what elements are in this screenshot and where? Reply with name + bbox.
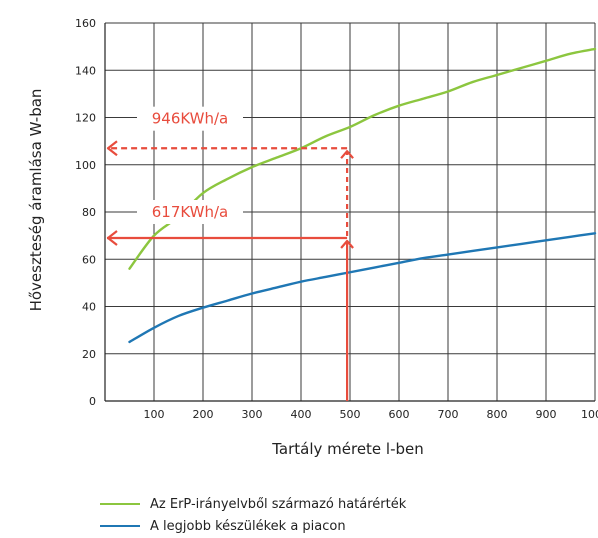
y-tick-label: 0 <box>89 395 96 408</box>
x-tick-label: 300 <box>242 408 263 421</box>
annotation-label-946-bg <box>137 106 243 131</box>
annotation-arrowhead-up <box>340 239 354 249</box>
legend: Az ErP-irányelvből származó határérték A… <box>100 493 406 537</box>
x-tick-label: 800 <box>487 408 508 421</box>
annotation-label-617: 617KWh/a <box>152 203 229 221</box>
y-tick-label: 20 <box>82 348 96 361</box>
x-tick-label: 1000 <box>581 408 598 421</box>
x-tick-label: 400 <box>291 408 312 421</box>
chart-series <box>128 47 597 344</box>
legend-label: A legjobb készülékek a piacon <box>150 518 346 534</box>
series-line-erp-limit <box>128 47 597 270</box>
legend-swatch-blue <box>100 525 140 527</box>
x-tick-label: 700 <box>438 408 459 421</box>
annotation-arrowhead-up <box>340 150 354 159</box>
annotation-label-617-bg <box>137 200 243 224</box>
y-tick-label: 140 <box>75 64 96 77</box>
chart-ticks: 0 20 40 60 80 100 120 140 160 100 200 300 400 500 600 7… <box>75 17 598 421</box>
series-line-best-devices <box>128 232 597 344</box>
x-tick-label: 200 <box>193 408 214 421</box>
y-tick-label: 160 <box>75 17 96 30</box>
y-tick-label: 60 <box>82 253 96 266</box>
y-tick-label: 40 <box>82 301 96 314</box>
annotation-arrowhead-left <box>106 230 118 246</box>
legend-label: Az ErP-irányelvből származó határérték <box>150 496 407 512</box>
x-tick-label: 900 <box>536 408 557 421</box>
x-tick-label: 500 <box>340 408 361 421</box>
legend-swatch-green <box>100 503 140 505</box>
chart-axes <box>104 23 595 402</box>
y-tick-label: 80 <box>82 206 96 219</box>
y-tick-label: 100 <box>75 159 96 172</box>
x-tick-label: 600 <box>389 408 410 421</box>
y-tick-label: 120 <box>75 112 96 125</box>
chart-annotations: 946KWh/a 617KWh/a <box>106 106 354 401</box>
x-tick-label: 100 <box>144 408 165 421</box>
legend-item: Az ErP-irányelvből származó határérték <box>100 493 406 515</box>
x-axis-label: Tartály mérete l-ben <box>271 440 424 458</box>
annotation-label-946: 946KWh/a <box>152 110 229 128</box>
annotation-arrowhead-left <box>106 140 118 157</box>
legend-item: A legjobb készülékek a piacon <box>100 515 406 537</box>
y-axis-label: Hőveszteség áramlása W-ban <box>27 89 45 312</box>
